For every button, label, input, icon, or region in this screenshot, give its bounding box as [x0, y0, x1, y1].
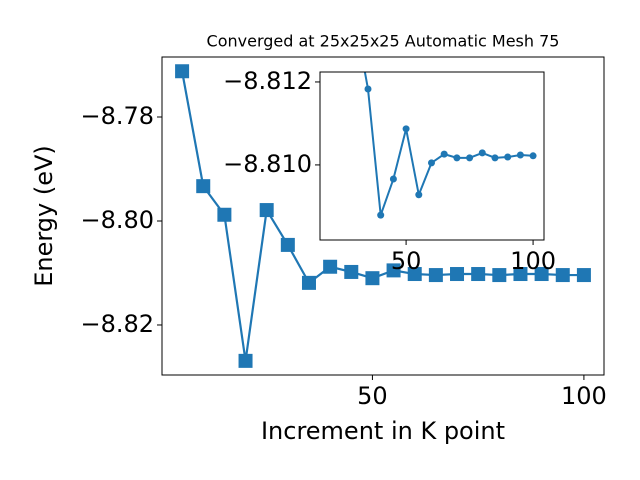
- frame: [161, 56, 605, 376]
- marker: [529, 152, 537, 160]
- marker: [259, 203, 274, 218]
- marker: [513, 267, 528, 282]
- marker: [471, 267, 486, 282]
- marker: [440, 150, 448, 158]
- y-tick-label: −8.82: [80, 310, 154, 338]
- y-tick-label: −8.80: [80, 206, 154, 234]
- marker: [217, 207, 232, 222]
- marker: [280, 237, 295, 252]
- marker: [389, 175, 397, 183]
- marker: [453, 154, 461, 162]
- frame: [319, 71, 545, 241]
- marker: [516, 151, 524, 159]
- marker: [576, 268, 591, 283]
- marker: [196, 179, 211, 194]
- marker: [386, 263, 401, 278]
- chart-title: Converged at 25x25x25 Automatic Mesh 75: [207, 32, 560, 51]
- marker: [491, 154, 499, 162]
- marker: [492, 268, 507, 283]
- y-tick-label: −8.78: [80, 102, 154, 130]
- marker: [555, 268, 570, 283]
- x-tick-label: 100: [510, 247, 556, 275]
- marker: [377, 211, 385, 219]
- series: [352, 16, 537, 219]
- marker: [301, 275, 316, 290]
- marker: [407, 267, 422, 282]
- y-tick-label: −8.810: [223, 150, 312, 178]
- y-axis-label: Energy (eV): [30, 145, 58, 287]
- marker: [478, 149, 486, 157]
- marker: [504, 153, 512, 161]
- marker: [450, 267, 465, 282]
- marker: [428, 268, 443, 283]
- marker: [352, 16, 359, 23]
- marker: [365, 271, 380, 286]
- marker: [323, 259, 338, 274]
- marker: [415, 191, 423, 199]
- x-tick-label: 50: [357, 382, 388, 410]
- inset: 50 100 −8.812 −8.810: [223, 16, 556, 275]
- marker: [466, 154, 474, 162]
- marker: [344, 264, 359, 279]
- x-tick-label: 50: [391, 247, 422, 275]
- marker: [427, 159, 435, 167]
- y-tick-label: −8.812: [223, 67, 312, 95]
- marker: [402, 125, 410, 133]
- x-axis-label: Increment in K point: [261, 417, 505, 445]
- marker: [175, 64, 190, 79]
- marker: [534, 267, 549, 282]
- series: [175, 64, 591, 368]
- marker: [238, 353, 253, 368]
- x-tick-label: 100: [561, 382, 607, 410]
- marker: [364, 85, 372, 93]
